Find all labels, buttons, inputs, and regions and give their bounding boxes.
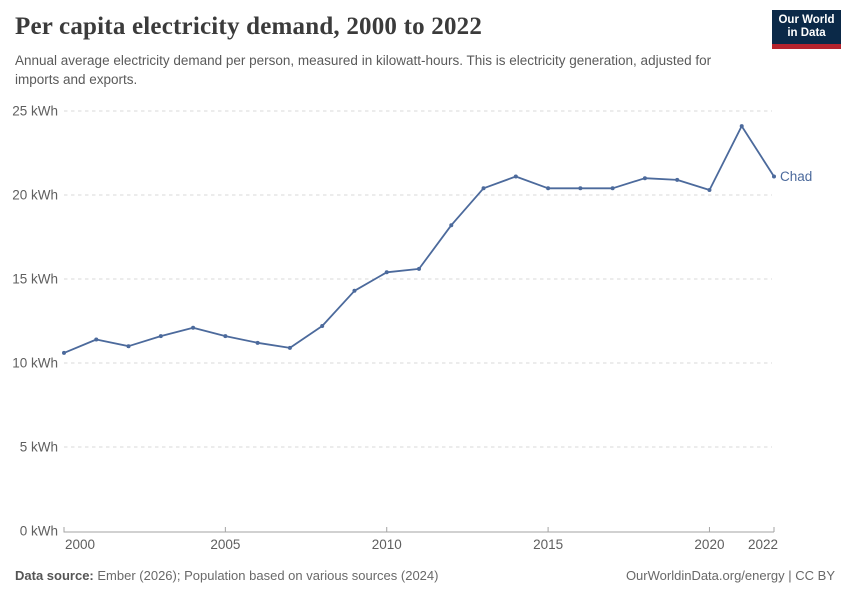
x-tick-label: 2005 [210, 537, 240, 552]
data-point [610, 186, 615, 191]
x-tick-label: 2000 [65, 537, 95, 552]
data-source-text: Ember (2026); Population based on variou… [97, 568, 439, 583]
series-end-label[interactable]: Chad [780, 169, 812, 184]
y-tick-label: 10 kWh [12, 356, 58, 371]
data-source-note: Data source: Ember (2026); Population ba… [15, 568, 438, 583]
chart-title: Per capita electricity demand, 2000 to 2… [15, 13, 483, 40]
data-line [63, 125, 775, 354]
chart-subtitle: Annual average electricity demand per pe… [15, 53, 712, 87]
data-point [675, 177, 680, 182]
y-tick-label: 0 kWh [20, 524, 58, 539]
data-point [481, 186, 486, 191]
x-tick-label: 2022 [748, 537, 778, 552]
data-point [546, 186, 551, 191]
x-tick-label: 2020 [694, 537, 724, 552]
data-point [772, 174, 776, 179]
data-point [126, 344, 131, 349]
data-point [578, 186, 583, 191]
data-point [320, 324, 325, 329]
x-tick-label: 2015 [533, 537, 563, 552]
data-point [287, 345, 292, 350]
owid-logo-text-line1: Our World [778, 14, 835, 26]
y-tick-label: 15 kWh [12, 272, 58, 287]
y-tick-label: 5 kWh [20, 440, 58, 455]
data-point [223, 334, 228, 339]
data-point [384, 270, 389, 275]
data-point [449, 223, 454, 228]
y-tick-label: 20 kWh [12, 188, 58, 203]
data-source-label: Data source: [15, 568, 94, 583]
data-point [191, 325, 196, 330]
data-point [255, 340, 260, 345]
data-point [513, 174, 518, 179]
owid-logo-text-line2: in Data [787, 27, 826, 39]
data-point [642, 176, 647, 181]
x-tick-label: 2010 [372, 537, 402, 552]
data-point [417, 266, 421, 271]
owid-logo[interactable]: Our World in Data [772, 10, 841, 49]
data-point [739, 124, 744, 129]
attribution-link[interactable]: OurWorldinData.org/energy | CC BY [625, 568, 835, 583]
data-point [158, 334, 163, 339]
data-point [62, 350, 66, 355]
y-tick-label: 25 kWh [12, 104, 58, 119]
data-point [707, 187, 712, 192]
data-point [94, 337, 99, 342]
data-point [352, 288, 357, 293]
